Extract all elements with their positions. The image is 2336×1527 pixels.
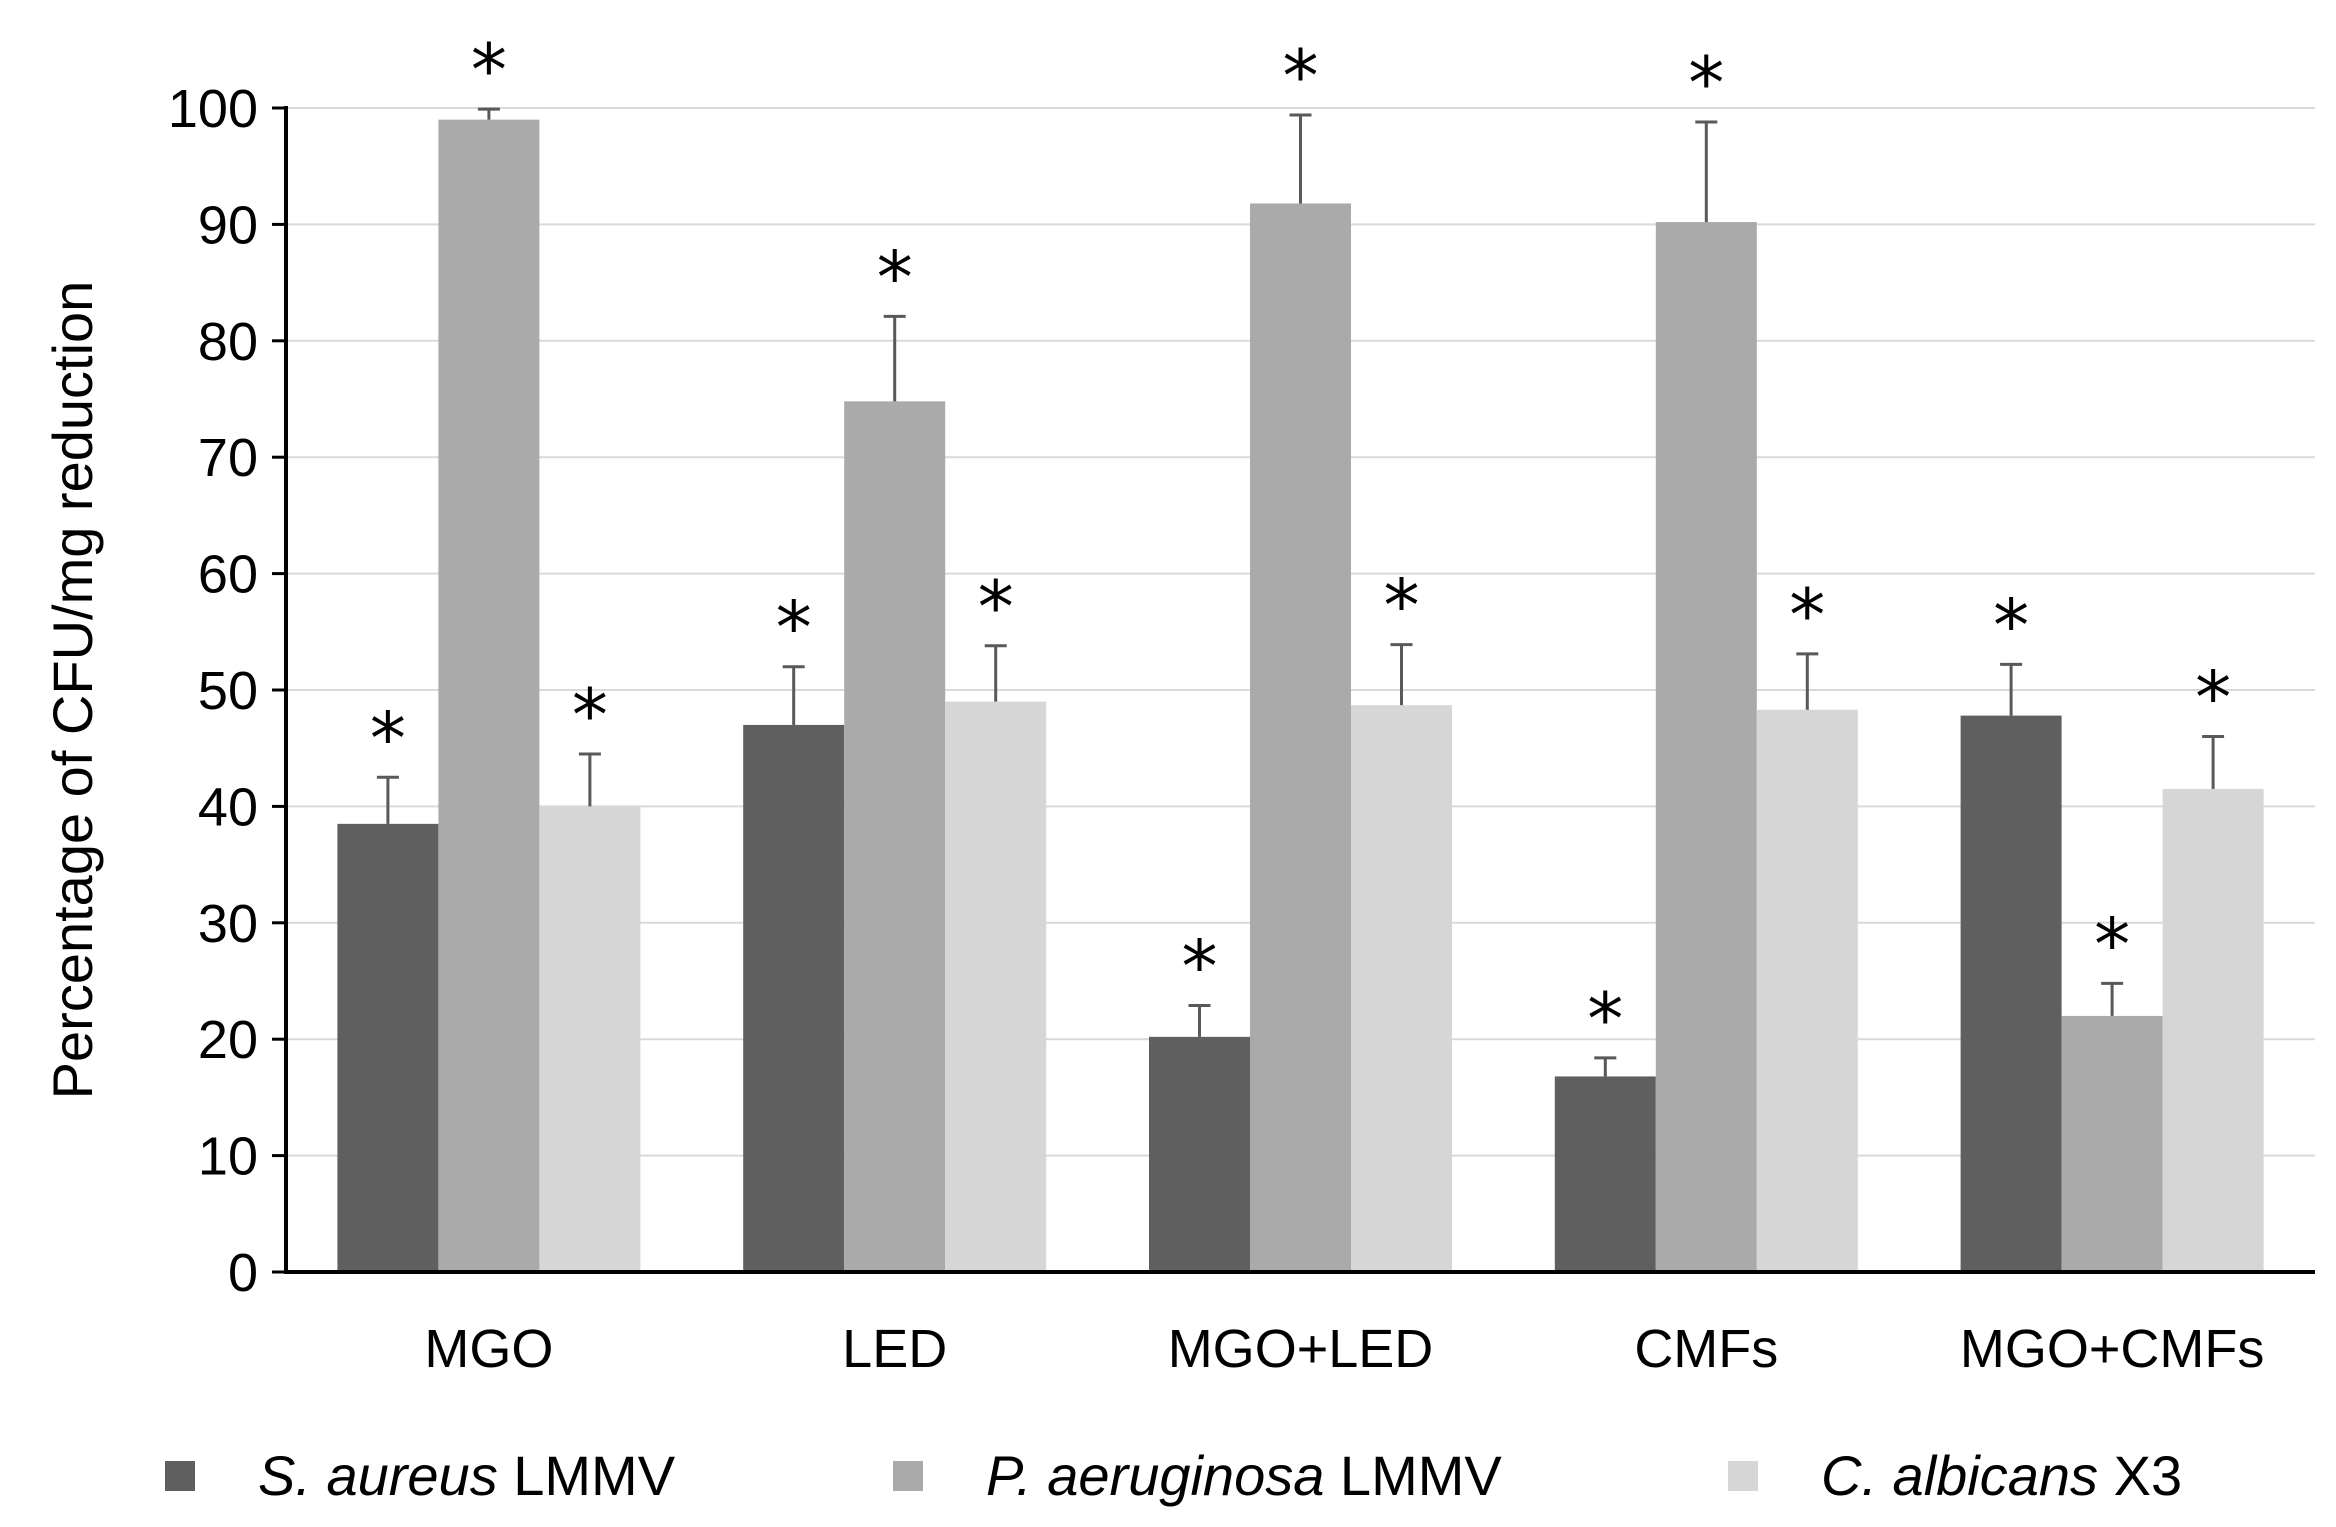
x-category-label: CMFs [1634,1319,1778,1379]
y-tick-label: 30 [198,894,258,954]
significance-star: * [1182,924,1218,1008]
significance-star: * [471,28,507,112]
y-tick-label: 40 [198,777,258,837]
significance-star: * [572,673,608,757]
significance-star: * [776,586,812,670]
legend-strain: X3 [2098,1444,2182,1507]
legend-strain: LMMV [498,1444,676,1507]
bar [743,724,845,1272]
legend-entry: S. aureus LMMV [258,1444,676,1507]
bar [337,823,439,1272]
significance-star: * [370,696,406,780]
significance-star: * [1993,583,2029,667]
legend-swatch [165,1461,195,1491]
y-tick-label: 50 [198,661,258,721]
y-tick-label: 100 [168,79,258,139]
x-category-label: MGO+LED [1168,1319,1434,1379]
bar [844,401,946,1272]
y-tick-label: 0 [228,1243,258,1303]
legend-species: C. albicans [1821,1444,2098,1507]
y-tick-label: 70 [198,428,258,488]
y-axis-label: Percentage of CFU/mg reduction [41,281,104,1100]
bars [337,119,2264,1272]
bar [2061,1015,2163,1272]
bar [1149,1036,1250,1272]
axes [272,106,2315,1274]
legend-swatch [1728,1461,1758,1491]
significance-marks: * * * * * * * * * * * * * * * [370,28,2231,1061]
bar [539,806,641,1272]
x-category-labels: MGO LED MGO+LED CMFs MGO+CMFs [424,1319,2264,1379]
y-tick-label: 90 [198,195,258,255]
significance-star: * [1283,34,1319,118]
bar [2162,788,2264,1272]
bar [1351,705,1452,1272]
error-bars [376,107,2225,1077]
bar [1250,203,1351,1272]
legend: S. aureus LMMV P. aeruginosa LMMV C. albic… [165,1444,2182,1507]
x-category-label: MGO [424,1319,553,1379]
legend-strain: LMMV [1324,1444,1502,1507]
y-tick-label: 80 [198,312,258,372]
y-tick-label: 10 [198,1127,258,1187]
legend-species: S. aureus [258,1444,498,1507]
significance-star: * [1688,41,1724,125]
bar [1756,709,1858,1272]
y-tick-label: 20 [198,1010,258,1070]
significance-star: * [1384,564,1420,648]
legend-swatch [893,1461,923,1491]
significance-star: * [1587,977,1623,1061]
legend-entry: P. aeruginosa LMMV [986,1444,1502,1507]
significance-star: * [978,565,1014,649]
bar [1554,1076,1656,1272]
bar [1960,715,2062,1272]
significance-star: * [2195,656,2231,740]
legend-entry: C. albicans X3 [1821,1444,2182,1507]
x-category-label: MGO+CMFs [1960,1319,2265,1379]
bar [945,701,1047,1272]
bar [1655,222,1757,1272]
y-tick-labels: 0 10 20 30 40 50 60 70 80 90 100 [168,79,258,1303]
significance-star: * [2094,902,2130,986]
x-category-label: LED [842,1319,947,1379]
significance-star: * [1789,573,1825,657]
significance-star: * [877,235,913,319]
y-tick-label: 60 [198,545,258,605]
legend-species: P. aeruginosa [986,1444,1324,1507]
bar [438,119,540,1272]
